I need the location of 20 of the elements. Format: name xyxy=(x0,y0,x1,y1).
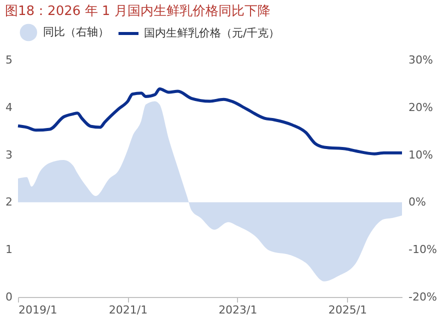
x-tick-label: 2025/1 xyxy=(328,304,368,316)
y2-tick-label: 30% xyxy=(408,54,433,66)
y-tick-label: 5 xyxy=(6,54,12,66)
y-tick-label: 4 xyxy=(6,100,12,114)
y2-tick-label: -10% xyxy=(408,243,437,256)
y2-tick-label: 0% xyxy=(408,196,426,209)
x-tick-label: 2019/1 xyxy=(18,304,58,316)
legend-label: 同比（右轴） xyxy=(43,26,109,38)
y2-tick-label: 20% xyxy=(408,100,433,114)
y-tick-label: 1 xyxy=(6,243,12,256)
y2-tick-label: -20% xyxy=(408,290,437,304)
legend-label: 国内生鲜乳价格（元/千克） xyxy=(144,26,280,40)
line-series xyxy=(16,87,404,156)
y-tick-label: 0 xyxy=(6,290,12,304)
x-tick-label: 2023/1 xyxy=(218,304,258,316)
y-tick-label: 3 xyxy=(6,148,12,162)
chart-title: 图18：2026 年 1 月国内生鲜乳价格同比下降 xyxy=(5,4,270,19)
y-tick-label: 2 xyxy=(6,196,12,209)
y2-tick-label: 10% xyxy=(408,148,433,162)
x-tick-label: 2021/1 xyxy=(108,304,148,316)
